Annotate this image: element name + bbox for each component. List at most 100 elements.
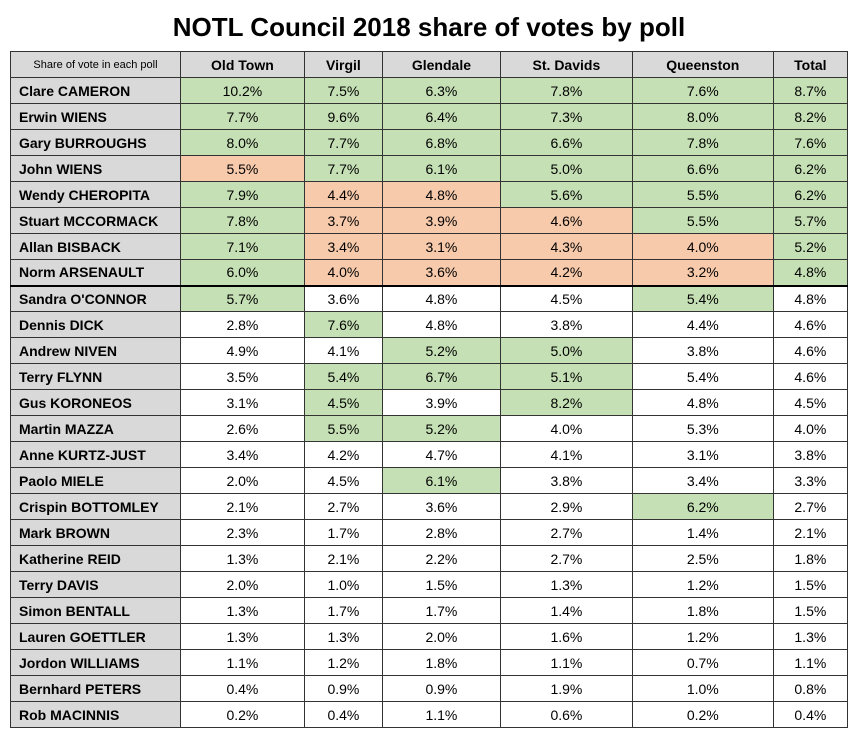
candidate-name: Mark BROWN <box>11 520 181 546</box>
value-cell: 3.8% <box>773 442 847 468</box>
value-cell: 1.7% <box>304 598 382 624</box>
value-cell: 3.7% <box>304 208 382 234</box>
value-cell: 3.1% <box>382 234 500 260</box>
value-cell: 1.7% <box>304 520 382 546</box>
candidate-name: Erwin WIENS <box>11 104 181 130</box>
value-cell: 1.3% <box>304 624 382 650</box>
value-cell: 8.2% <box>773 104 847 130</box>
value-cell: 4.1% <box>500 442 632 468</box>
candidate-name: Martin MAZZA <box>11 416 181 442</box>
value-cell: 2.8% <box>181 312 305 338</box>
table-row: John WIENS5.5%7.7%6.1%5.0%6.6%6.2% <box>11 156 848 182</box>
value-cell: 4.6% <box>500 208 632 234</box>
value-cell: 8.7% <box>773 78 847 104</box>
value-cell: 4.8% <box>382 182 500 208</box>
value-cell: 0.4% <box>773 702 847 728</box>
candidate-name: Stuart MCCORMACK <box>11 208 181 234</box>
value-cell: 6.0% <box>181 260 305 286</box>
candidate-name: Wendy CHEROPITA <box>11 182 181 208</box>
candidate-name: Simon BENTALL <box>11 598 181 624</box>
value-cell: 0.9% <box>304 676 382 702</box>
value-cell: 1.3% <box>181 624 305 650</box>
value-cell: 0.4% <box>181 676 305 702</box>
value-cell: 5.2% <box>773 234 847 260</box>
value-cell: 3.4% <box>304 234 382 260</box>
value-cell: 1.1% <box>382 702 500 728</box>
value-cell: 3.8% <box>500 312 632 338</box>
value-cell: 7.9% <box>181 182 305 208</box>
value-cell: 1.9% <box>500 676 632 702</box>
value-cell: 2.7% <box>304 494 382 520</box>
value-cell: 5.2% <box>382 416 500 442</box>
value-cell: 1.5% <box>773 598 847 624</box>
candidate-name: Andrew NIVEN <box>11 338 181 364</box>
value-cell: 4.6% <box>773 312 847 338</box>
value-cell: 5.4% <box>304 364 382 390</box>
value-cell: 2.7% <box>500 546 632 572</box>
value-cell: 1.5% <box>773 572 847 598</box>
value-cell: 4.8% <box>773 260 847 286</box>
value-cell: 2.3% <box>181 520 305 546</box>
value-cell: 2.7% <box>500 520 632 546</box>
candidate-name: Bernhard PETERS <box>11 676 181 702</box>
value-cell: 2.1% <box>181 494 305 520</box>
value-cell: 2.0% <box>181 468 305 494</box>
value-cell: 7.7% <box>304 156 382 182</box>
value-cell: 1.2% <box>632 572 773 598</box>
value-cell: 5.5% <box>632 182 773 208</box>
value-cell: 5.6% <box>500 182 632 208</box>
value-cell: 5.3% <box>632 416 773 442</box>
table-row: Stuart MCCORMACK7.8%3.7%3.9%4.6%5.5%5.7% <box>11 208 848 234</box>
value-cell: 6.4% <box>382 104 500 130</box>
table-row: Gary BURROUGHS8.0%7.7%6.8%6.6%7.8%7.6% <box>11 130 848 156</box>
value-cell: 1.3% <box>773 624 847 650</box>
value-cell: 4.7% <box>382 442 500 468</box>
value-cell: 1.3% <box>181 598 305 624</box>
table-row: Clare CAMERON10.2%7.5%6.3%7.8%7.6%8.7% <box>11 78 848 104</box>
value-cell: 4.4% <box>632 312 773 338</box>
value-cell: 3.8% <box>500 468 632 494</box>
value-cell: 1.8% <box>382 650 500 676</box>
value-cell: 2.5% <box>632 546 773 572</box>
value-cell: 6.3% <box>382 78 500 104</box>
value-cell: 5.7% <box>181 286 305 312</box>
value-cell: 4.9% <box>181 338 305 364</box>
value-cell: 4.8% <box>382 312 500 338</box>
value-cell: 2.6% <box>181 416 305 442</box>
value-cell: 2.2% <box>382 546 500 572</box>
value-cell: 5.4% <box>632 364 773 390</box>
value-cell: 0.7% <box>632 650 773 676</box>
value-cell: 4.1% <box>304 338 382 364</box>
table-row: Allan BISBACK7.1%3.4%3.1%4.3%4.0%5.2% <box>11 234 848 260</box>
value-cell: 4.2% <box>304 442 382 468</box>
value-cell: 7.6% <box>773 130 847 156</box>
value-cell: 4.8% <box>632 390 773 416</box>
value-cell: 7.3% <box>500 104 632 130</box>
table-row: Jordon WILLIAMS1.1%1.2%1.8%1.1%0.7%1.1% <box>11 650 848 676</box>
value-cell: 4.6% <box>773 364 847 390</box>
table-body: Clare CAMERON10.2%7.5%6.3%7.8%7.6%8.7%Er… <box>11 78 848 728</box>
value-cell: 5.1% <box>500 364 632 390</box>
candidate-name: Terry FLYNN <box>11 364 181 390</box>
value-cell: 4.2% <box>500 260 632 286</box>
value-cell: 1.2% <box>632 624 773 650</box>
candidate-name: Anne KURTZ-JUST <box>11 442 181 468</box>
value-cell: 8.2% <box>500 390 632 416</box>
value-cell: 2.7% <box>773 494 847 520</box>
value-cell: 2.9% <box>500 494 632 520</box>
value-cell: 2.0% <box>382 624 500 650</box>
value-cell: 3.1% <box>632 442 773 468</box>
value-cell: 1.1% <box>773 650 847 676</box>
value-cell: 4.8% <box>773 286 847 312</box>
value-cell: 0.4% <box>304 702 382 728</box>
corner-cell: Share of vote in each poll <box>11 52 181 78</box>
value-cell: 6.1% <box>382 468 500 494</box>
value-cell: 5.5% <box>632 208 773 234</box>
value-cell: 4.5% <box>304 390 382 416</box>
table-row: Gus KORONEOS3.1%4.5%3.9%8.2%4.8%4.5% <box>11 390 848 416</box>
candidate-name: Allan BISBACK <box>11 234 181 260</box>
table-row: Sandra O'CONNOR5.7%3.6%4.8%4.5%5.4%4.8% <box>11 286 848 312</box>
value-cell: 5.2% <box>382 338 500 364</box>
value-cell: 1.6% <box>500 624 632 650</box>
candidate-name: Clare CAMERON <box>11 78 181 104</box>
